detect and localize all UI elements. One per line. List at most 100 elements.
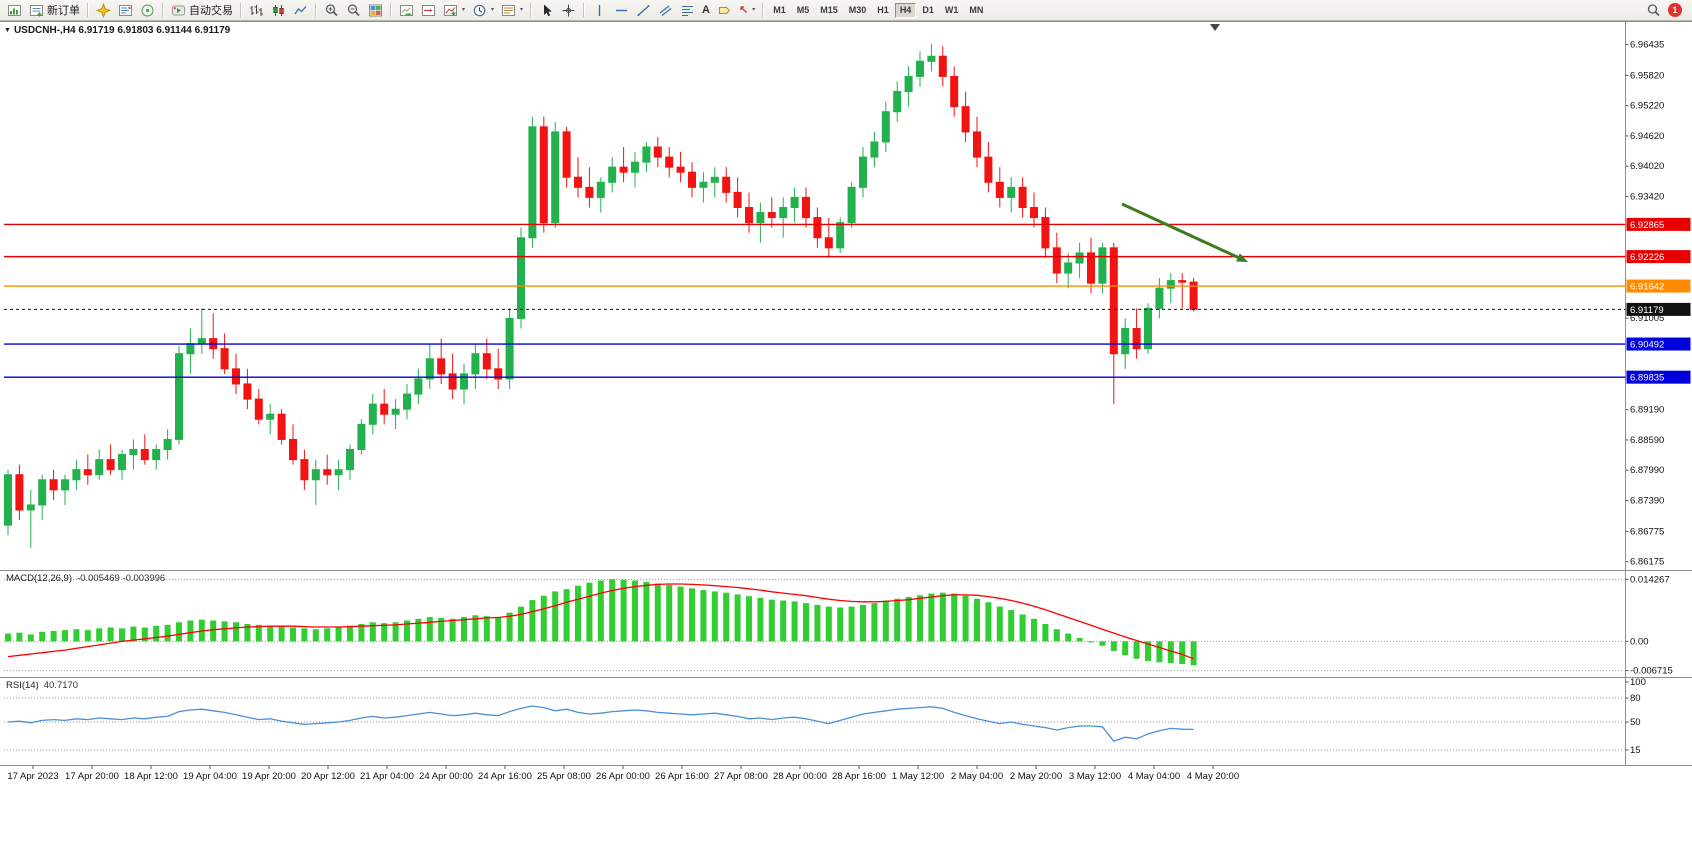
time-tick-label: 19 Apr 20:00 bbox=[242, 771, 296, 782]
level-lines bbox=[4, 223, 1626, 378]
templates-icon bbox=[502, 4, 516, 16]
toolbar-separator bbox=[530, 3, 533, 17]
chart-symbol-period: USDCNH-,H4 bbox=[13, 25, 76, 36]
algo-trading-label: 自动交易 bbox=[189, 5, 233, 17]
candlestick-chart-icon bbox=[273, 4, 284, 16]
zoom-in-icon bbox=[325, 3, 338, 16]
equidistant-channel-icon bbox=[659, 5, 672, 16]
tile-windows-button[interactable] bbox=[365, 1, 386, 19]
zoom-out-button[interactable] bbox=[343, 1, 364, 19]
price-axis[interactable] bbox=[1626, 22, 1692, 765]
timeframe-m15[interactable]: M15 bbox=[820, 4, 838, 15]
time-tick-label: 2 May 04:00 bbox=[951, 771, 1003, 782]
time-tick-label: 19 Apr 04:00 bbox=[183, 771, 237, 782]
indicators-icon bbox=[444, 4, 457, 16]
periods-button[interactable]: ▾ bbox=[469, 1, 497, 19]
level-price-label: 6.91642 bbox=[1630, 282, 1664, 293]
price-tick-label: 6.86175 bbox=[1630, 557, 1664, 568]
indicators-button[interactable]: ▾ bbox=[440, 1, 468, 19]
equidistant-channel-button[interactable] bbox=[655, 1, 676, 19]
crosshair-icon bbox=[562, 4, 575, 16]
toolbar-separator bbox=[87, 3, 89, 17]
toolbar-right-group: 1 bbox=[1646, 3, 1682, 18]
timeframe-mn[interactable]: MN bbox=[969, 4, 984, 15]
timeframe-h4[interactable]: H4 bbox=[894, 2, 917, 18]
zoom-out-icon bbox=[347, 3, 360, 16]
time-tick-label: 3 May 12:00 bbox=[1069, 771, 1121, 782]
price-label-box bbox=[1626, 217, 1691, 231]
rsi-name: RSI(14) bbox=[6, 680, 39, 691]
arrow-shapes-button[interactable]: ↖ ▾ bbox=[736, 1, 758, 19]
timeframe-m30[interactable]: M30 bbox=[848, 4, 867, 15]
price-label-box bbox=[1626, 250, 1691, 264]
trendline-button[interactable] bbox=[633, 1, 654, 19]
price-tick-label: 6.93420 bbox=[1630, 191, 1664, 202]
time-tick-label: 2 May 20:00 bbox=[1010, 771, 1062, 782]
toolbar-separator bbox=[390, 3, 392, 17]
price-tick-label: 6.96435 bbox=[1630, 39, 1664, 50]
toolbar-separator bbox=[162, 3, 164, 17]
timeframe-w1[interactable]: W1 bbox=[944, 4, 959, 15]
time-tick-label: 17 Apr 2023 bbox=[7, 771, 58, 782]
time-tick-label: 1 May 12:00 bbox=[892, 771, 944, 782]
vertical-line-button[interactable] bbox=[589, 1, 610, 19]
navigator-button[interactable] bbox=[93, 1, 114, 19]
time-tick-label: 28 Apr 16:00 bbox=[832, 771, 886, 782]
bar-chart-button[interactable] bbox=[246, 1, 267, 19]
fibonacci-button[interactable] bbox=[677, 1, 698, 19]
level-price-label: 6.90492 bbox=[1630, 340, 1664, 351]
chevron-down-icon: ▾ bbox=[752, 7, 756, 13]
rsi-line bbox=[7, 705, 1194, 742]
cursor-button[interactable] bbox=[536, 1, 557, 19]
time-tick-label: 20 Apr 12:00 bbox=[301, 771, 355, 782]
line-chart-button[interactable] bbox=[290, 1, 311, 19]
templates-button[interactable]: ▾ bbox=[498, 1, 526, 19]
chart-plot-area[interactable] bbox=[4, 22, 1624, 570]
time-tick-label: 26 Apr 16:00 bbox=[655, 771, 709, 782]
time-tick-label: 21 Apr 04:00 bbox=[360, 771, 414, 782]
macd-tick-label: 0.014267 bbox=[1630, 574, 1670, 585]
data-window-icon bbox=[141, 4, 154, 16]
price-tick-label: 6.89190 bbox=[1630, 405, 1664, 416]
timeframe-d1[interactable]: D1 bbox=[922, 4, 934, 15]
zoom-in-button[interactable] bbox=[321, 1, 342, 19]
auto-scroll-icon bbox=[400, 4, 413, 16]
timeframe-m5[interactable]: M5 bbox=[796, 4, 810, 15]
chart-shift-button[interactable] bbox=[418, 1, 439, 19]
line-chart-icon bbox=[294, 5, 307, 14]
chart-shift-icon bbox=[422, 4, 435, 16]
price-axis-labels: 6.96435 6.95820 6.95220 6.94620 6.94020 6.934… bbox=[1625, 39, 1673, 756]
algo-trading-button[interactable]: 自动交易 bbox=[168, 1, 236, 19]
price-label-box bbox=[1626, 337, 1691, 351]
panel-frame bbox=[0, 21, 1692, 766]
new-order-button[interactable]: 新订单 bbox=[26, 1, 83, 19]
candlestick-chart-button[interactable] bbox=[268, 1, 289, 19]
auto-scroll-button[interactable] bbox=[396, 1, 417, 19]
search-icon[interactable] bbox=[1646, 3, 1661, 18]
rsi-tick-label: 100 bbox=[1630, 677, 1646, 688]
collapse-triangle-icon[interactable]: ▼ bbox=[4, 27, 11, 34]
toolbar-separator bbox=[762, 3, 765, 17]
horizontal-line-button[interactable] bbox=[611, 1, 632, 19]
timeframe-m1[interactable]: M1 bbox=[773, 4, 786, 15]
text-icon: A bbox=[702, 3, 710, 16]
main-toolbar: 新订单 自动交易 ▾ ▾ bbox=[0, 0, 1692, 21]
horizontal-line-icon bbox=[616, 9, 628, 11]
crosshair-button[interactable] bbox=[558, 1, 579, 19]
text-tool-button[interactable]: A bbox=[699, 1, 713, 19]
notifications-badge[interactable]: 1 bbox=[1668, 3, 1682, 17]
text-label-button[interactable] bbox=[714, 1, 735, 19]
market-watch-button[interactable] bbox=[115, 1, 136, 19]
price-tick-label: 6.87990 bbox=[1630, 465, 1664, 476]
data-window-button[interactable] bbox=[137, 1, 158, 19]
time-axis[interactable] bbox=[0, 766, 1692, 790]
rsi-tick-label: 50 bbox=[1630, 717, 1641, 728]
macd-histogram bbox=[5, 579, 1197, 666]
macd-tick-label: 0.00 bbox=[1630, 636, 1649, 647]
timeframe-h1[interactable]: H1 bbox=[877, 4, 889, 15]
price-tick-label: 6.95220 bbox=[1630, 101, 1664, 112]
price-label-box bbox=[1626, 370, 1691, 384]
time-axis-labels: 17 Apr 2023 17 Apr 20:00 18 Apr 12:00 19 Ap… bbox=[7, 765, 1239, 782]
macd-indicator-label: MACD(12,26,9) -0.005469 -0.003996 bbox=[6, 573, 165, 584]
new-chart-button[interactable] bbox=[4, 1, 25, 19]
